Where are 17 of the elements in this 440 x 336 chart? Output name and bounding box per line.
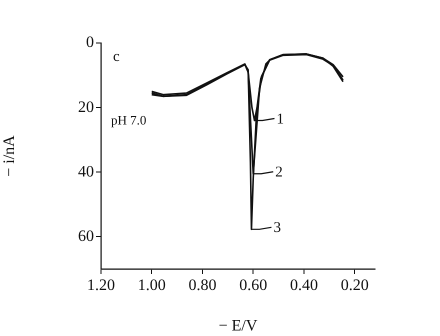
y-tick-label: 60: [78, 228, 94, 245]
y-tick-label: 0: [86, 34, 94, 52]
y-tick-label: 20: [78, 98, 94, 116]
annotation: 2: [275, 164, 283, 181]
x-tick-label: 0.60: [239, 276, 268, 294]
y-tick-label: 40: [78, 163, 94, 180]
y-axis-title: − i/nA: [0, 134, 18, 177]
x-tick-label: 0.80: [188, 276, 216, 294]
x-tick-label: 1.20: [87, 276, 115, 294]
x-axis-title: − E/V: [218, 318, 258, 335]
annotation: pH 7.0: [111, 112, 146, 128]
x-tick-label: 1.00: [138, 276, 166, 294]
annotation: 3: [273, 220, 281, 236]
x-tick-label: 0.40: [290, 276, 318, 294]
annotation: c: [113, 48, 120, 65]
annotation: 1: [276, 111, 284, 128]
x-tick-label: 0.20: [340, 276, 369, 294]
